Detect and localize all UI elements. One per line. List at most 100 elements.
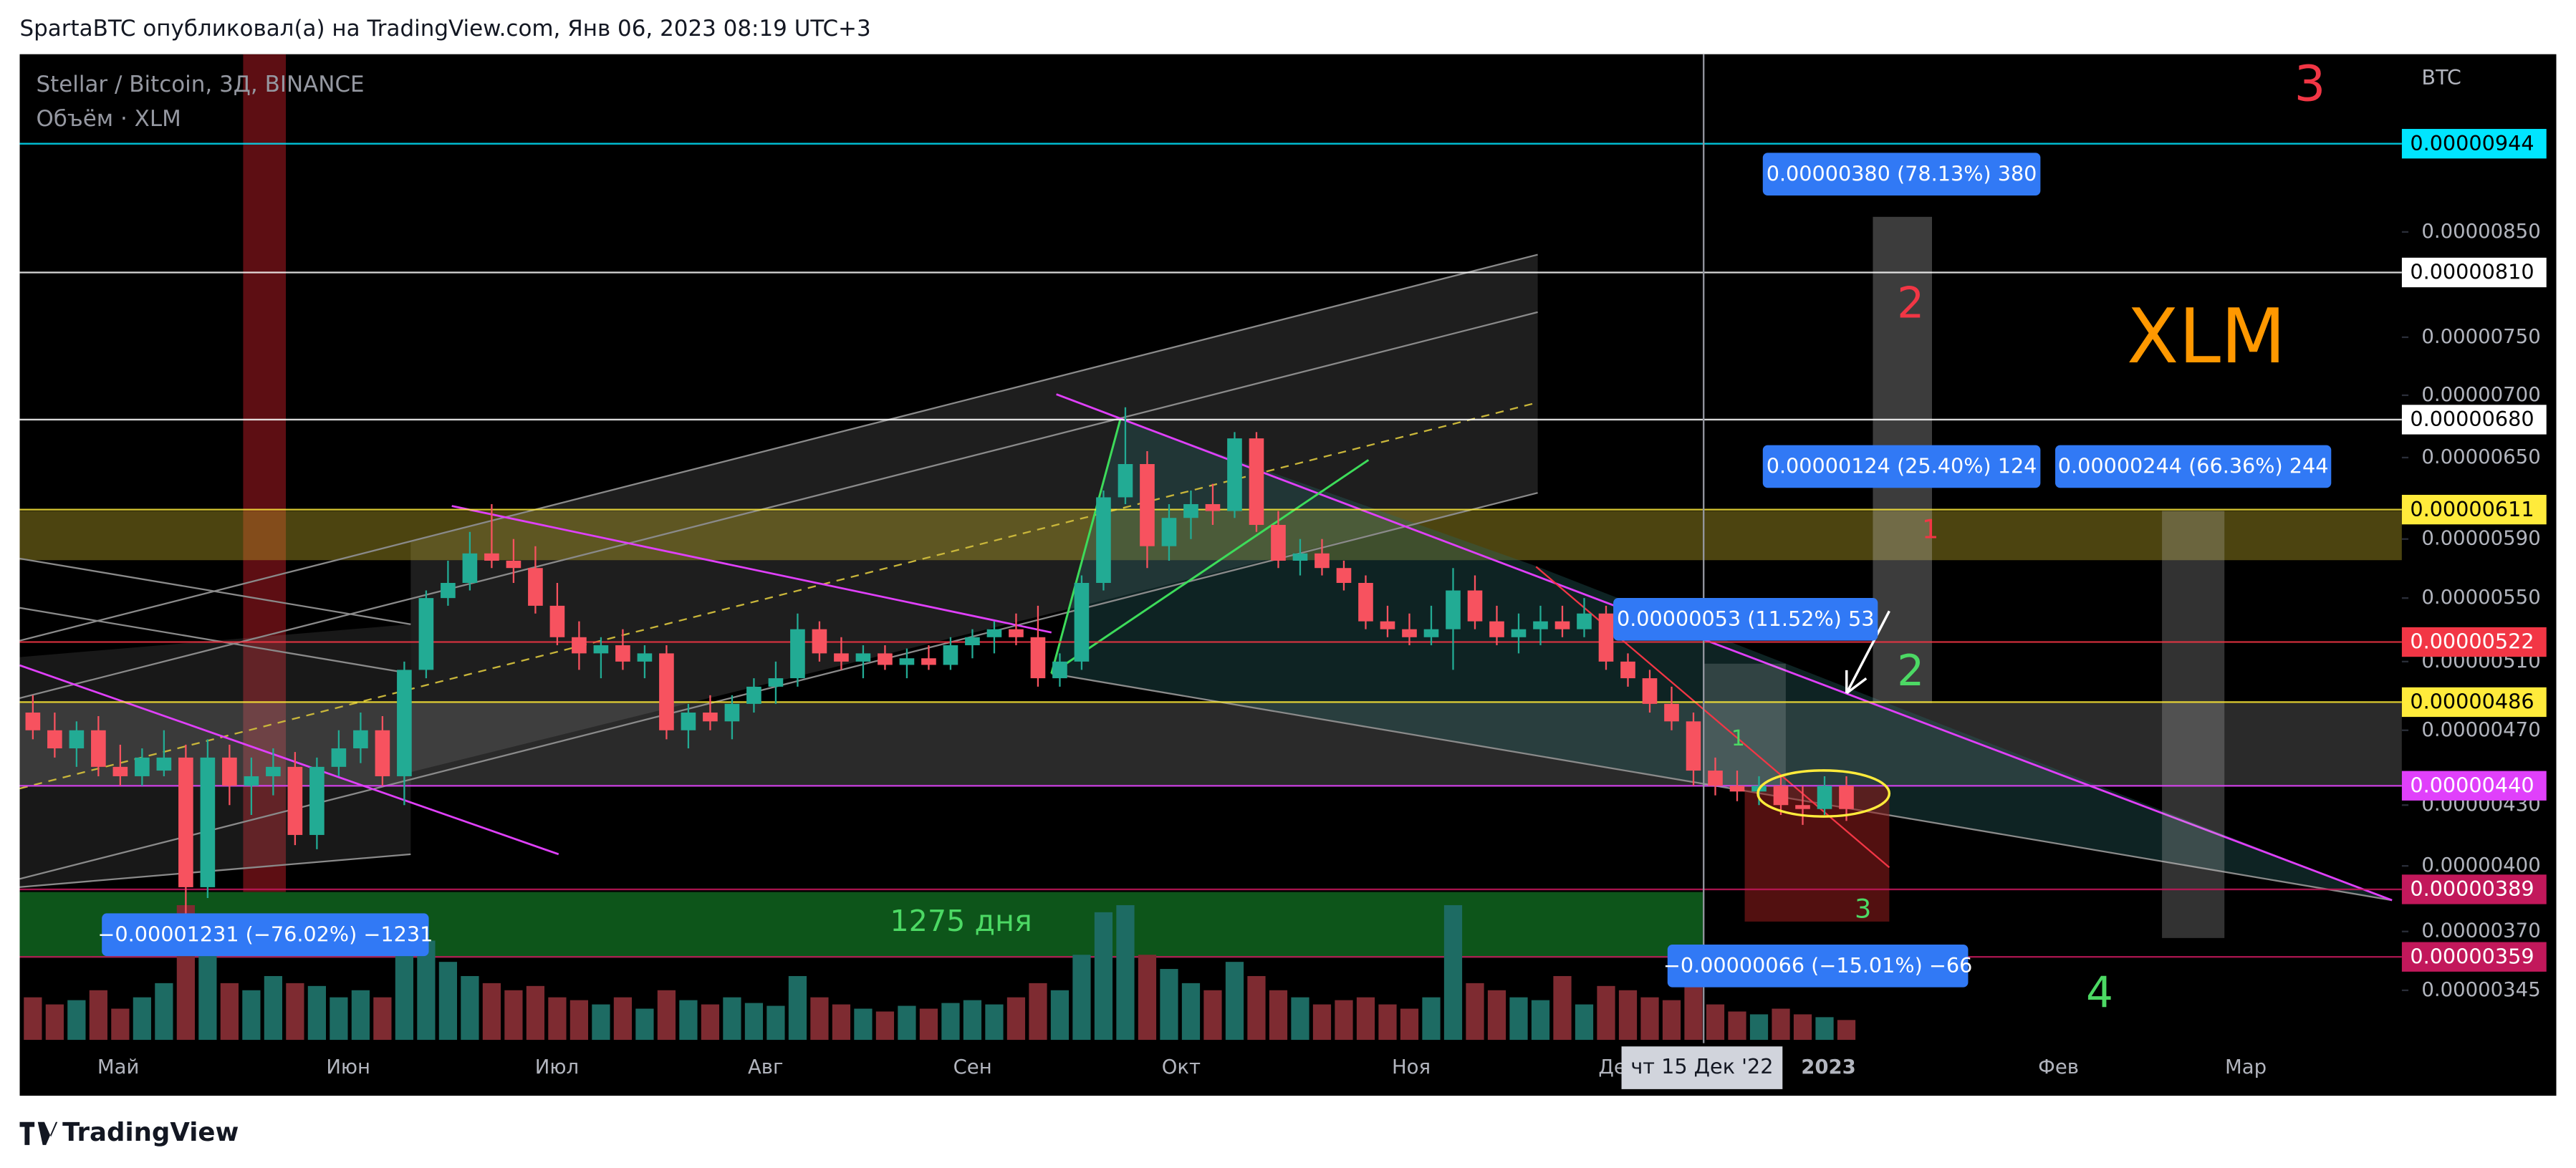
candle-body (506, 560, 522, 569)
trend-line (1056, 393, 2393, 902)
volume-bar (1335, 1000, 1353, 1041)
y-axis-label: BTC (2421, 65, 2461, 90)
volume-bar (875, 1011, 895, 1041)
candle-body (1052, 661, 1067, 679)
candle-body (1467, 590, 1483, 622)
volume-bar (723, 997, 741, 1041)
volume-bar (1749, 1014, 1769, 1041)
volume-bar (941, 1003, 960, 1041)
candle-body (703, 713, 718, 722)
axes: 0.00000850 0.00000750 0.00000700 0.00000650… (97, 129, 2547, 1089)
volume-bar (330, 997, 348, 1041)
volume-bar (766, 1005, 785, 1041)
candle-body (1511, 629, 1527, 637)
y-tick-label: 0.00000400 (2421, 854, 2540, 877)
y-tick-label: 0.00000345 (2421, 978, 2540, 1001)
volume-bar (788, 975, 807, 1041)
volume-bar (351, 990, 370, 1041)
measure-label: −0.00000066 (−15.01%) −66 (1663, 953, 1972, 978)
volume-bar (220, 983, 239, 1041)
x-tick-label: Ноя (1392, 1056, 1431, 1078)
series (24, 407, 1856, 1041)
price-label: 0.00000810 (2410, 260, 2534, 284)
volume-bar (1772, 1008, 1790, 1041)
price-label-bg (2401, 687, 2547, 718)
candle-body (1795, 805, 1810, 809)
volume-bar (963, 1000, 982, 1041)
candle-body (1249, 438, 1264, 525)
volume-bar (133, 997, 151, 1041)
candle-body (112, 766, 128, 776)
candle-body (1161, 518, 1177, 546)
volume-bar (1312, 1004, 1332, 1041)
volume-bar (635, 1008, 654, 1041)
volume-bar (242, 990, 261, 1041)
volume-bar (1662, 1000, 1681, 1041)
triangle-fill (1051, 418, 2393, 901)
volume-bar (854, 1008, 873, 1041)
volume-bar (307, 985, 327, 1041)
volume-bar (810, 997, 829, 1041)
candle-body (1271, 524, 1286, 561)
gray-zone (19, 703, 2402, 787)
volume-bar (701, 1004, 720, 1041)
annotation: 1 (1731, 726, 1745, 751)
x-tick-label: Май (97, 1056, 139, 1078)
candle-body (1227, 438, 1242, 511)
candle-body (1729, 786, 1745, 792)
volume-bar (1487, 990, 1506, 1041)
candle-body (1620, 661, 1635, 679)
candle-body (309, 766, 325, 835)
measure-label: −0.00001231 (−76.02%) −1231 (97, 922, 433, 946)
candle-body (69, 730, 85, 749)
volume-bar (1029, 983, 1047, 1041)
candle-body (1358, 582, 1373, 622)
crosshair-label-bg (1621, 1046, 1783, 1089)
volume-bar (744, 1003, 764, 1041)
volume-bar (1225, 962, 1244, 1041)
candle-body (528, 568, 543, 606)
candle-body (1642, 678, 1658, 704)
measure-label: 0.00000380 (78.13%) 380 (1767, 161, 2037, 185)
price-label: 0.00000389 (2410, 877, 2534, 901)
annotation: 1 (1922, 513, 1938, 544)
y-tick-label: 0.00000370 (2421, 920, 2540, 942)
price-label-bg (2401, 942, 2547, 972)
candle-body (549, 605, 565, 637)
candle-body (986, 629, 1002, 637)
candle-body (200, 757, 216, 887)
volume-bar (264, 975, 283, 1041)
measure-label-bg (1667, 945, 1969, 988)
volume-bar (1553, 975, 1572, 1041)
volume-bar (526, 985, 545, 1041)
candle-body (1118, 464, 1133, 498)
chart-title: Stellar / Bitcoin, 3Д, BINANCE (36, 72, 364, 97)
volume-bar (657, 990, 676, 1041)
volume-bar (1138, 955, 1157, 1041)
volume-bar (1116, 904, 1135, 1041)
price-label: 0.00000944 (2410, 131, 2534, 155)
candle-body (25, 713, 41, 730)
header-text: SpartaBTC опубликовал(а) на TradingView.… (20, 16, 871, 42)
volume-bar (1618, 990, 1638, 1041)
candle-body (222, 757, 237, 786)
volume-bar (679, 1000, 698, 1041)
candle-body (878, 653, 893, 665)
volume-bar (548, 997, 567, 1041)
candle-body (921, 658, 936, 665)
price-label: 0.00000611 (2410, 497, 2534, 521)
candle-body (899, 658, 915, 665)
price-label-bg (2401, 627, 2547, 657)
channel-line (19, 853, 411, 888)
volume-bar (24, 997, 42, 1041)
volume-bar (919, 1008, 938, 1041)
triangle-edge (1051, 672, 2393, 902)
channel-line (19, 254, 1538, 642)
y-tick-label: 0.00000470 (2421, 718, 2540, 741)
candle-body (943, 645, 958, 665)
volume-bar (1575, 1004, 1594, 1041)
volume-bar (1072, 955, 1091, 1041)
x-tick-label: Авг (748, 1056, 783, 1078)
y-tick-label: 0.00000850 (2421, 220, 2540, 243)
measure-label: 0.00000244 (66.36%) 244 (2058, 454, 2329, 478)
